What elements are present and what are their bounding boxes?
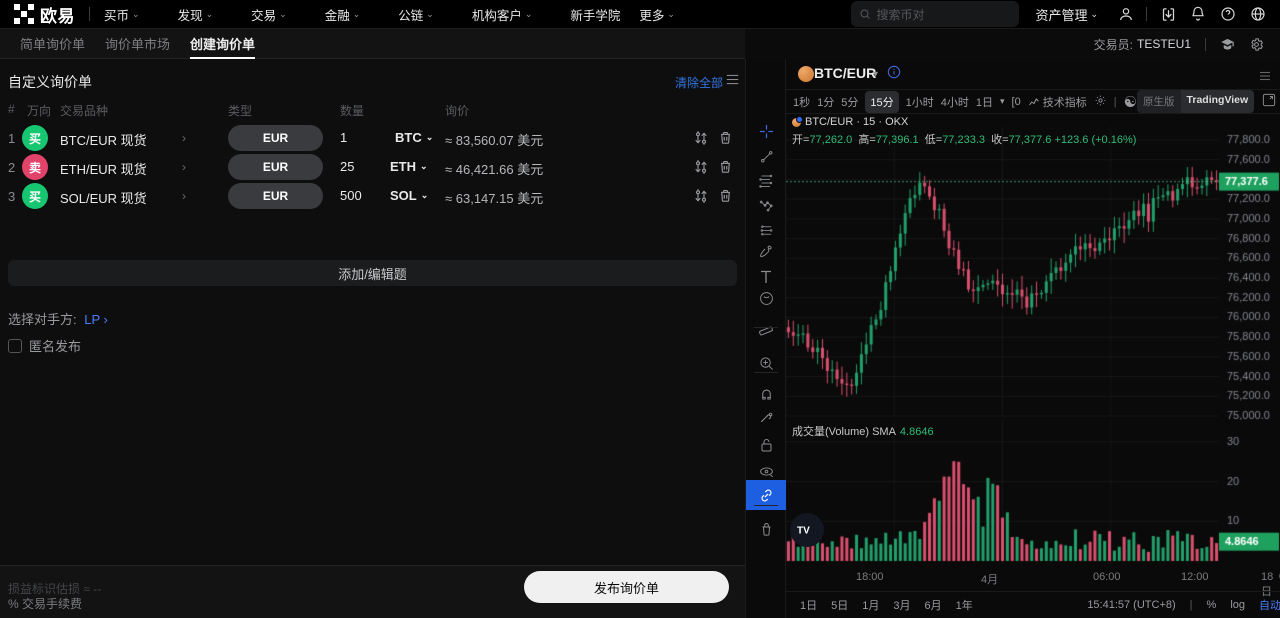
svg-text:TV: TV [797, 525, 810, 536]
